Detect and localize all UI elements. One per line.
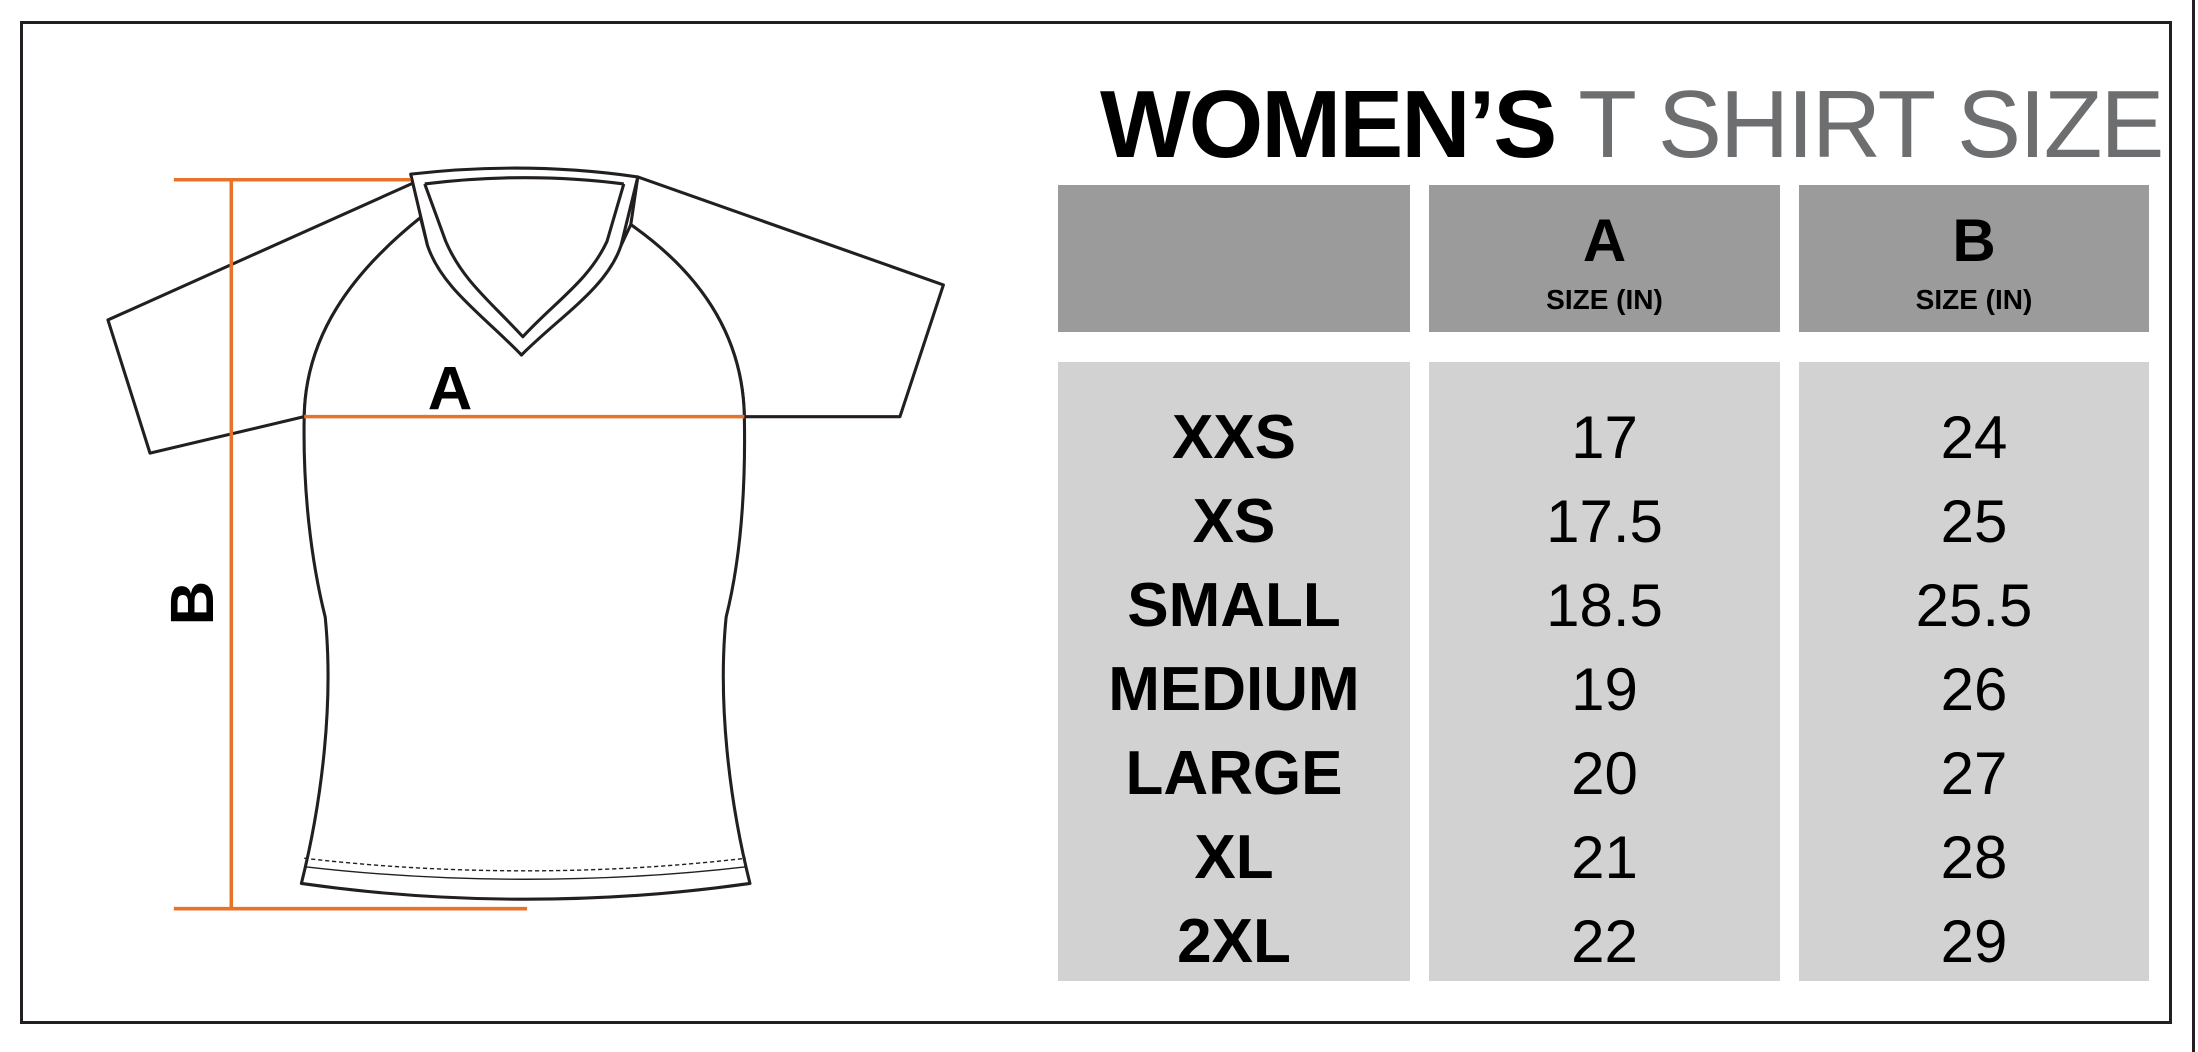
a-column: 17 17.5 18.5 19 20 21 22 [1429,362,1780,981]
b-value: 24 [1940,404,2008,471]
a-value: 21 [1571,824,1638,891]
header-blank [1058,185,1410,332]
title-light: T SHIRT SIZE [1578,71,2164,178]
b-column: 24 25 25.5 26 27 28 29 [1799,362,2149,981]
header-b-unit: SIZE (IN) [1915,284,2033,315]
header-a-unit: SIZE (IN) [1546,284,1663,315]
a-value: 18.5 [1546,572,1663,639]
size-label: MEDIUM [1108,655,1360,724]
b-value: 25 [1940,488,2008,555]
hem-stitch [304,857,746,872]
collar-back [424,176,624,186]
size-column: XXS XS SMALL MEDIUM LARGE XL 2XL [1058,362,1410,981]
collar-inner [423,183,626,339]
header-b-letter: B [1952,207,1996,274]
page-title: WOMEN’S T SHIRT SIZE [1100,70,2164,180]
measure-lines [173,178,745,911]
size-label: XXS [1171,403,1297,472]
size-label: XS [1192,487,1276,556]
b-value: 25.5 [1915,572,2033,639]
size-label: LARGE [1125,739,1343,808]
title-bold: WOMEN’S [1100,71,1557,178]
label-b: B [158,581,227,626]
hem-stitch [304,865,748,880]
collar-outer [409,166,640,357]
a-value: 17 [1571,404,1638,471]
a-value: 19 [1571,656,1638,723]
label-a: A [428,355,473,424]
b-value: 27 [1940,740,2008,807]
header-a-letter: A [1582,207,1627,274]
right-edge-line [2192,0,2195,1052]
size-label: SMALL [1127,571,1341,640]
b-value: 28 [1940,824,2008,891]
b-value: 26 [1940,656,2008,723]
a-value: 20 [1571,740,1638,807]
b-value: 29 [1940,908,2008,975]
header-a: A SIZE (IN) [1429,185,1780,332]
size-label: 2XL [1177,907,1291,976]
chart-border [20,21,2172,1024]
size-label: XL [1194,823,1274,892]
header-b: B SIZE (IN) [1799,185,2149,332]
a-value: 17.5 [1546,488,1663,555]
shirt-body [299,216,752,901]
a-value: 22 [1571,908,1638,975]
